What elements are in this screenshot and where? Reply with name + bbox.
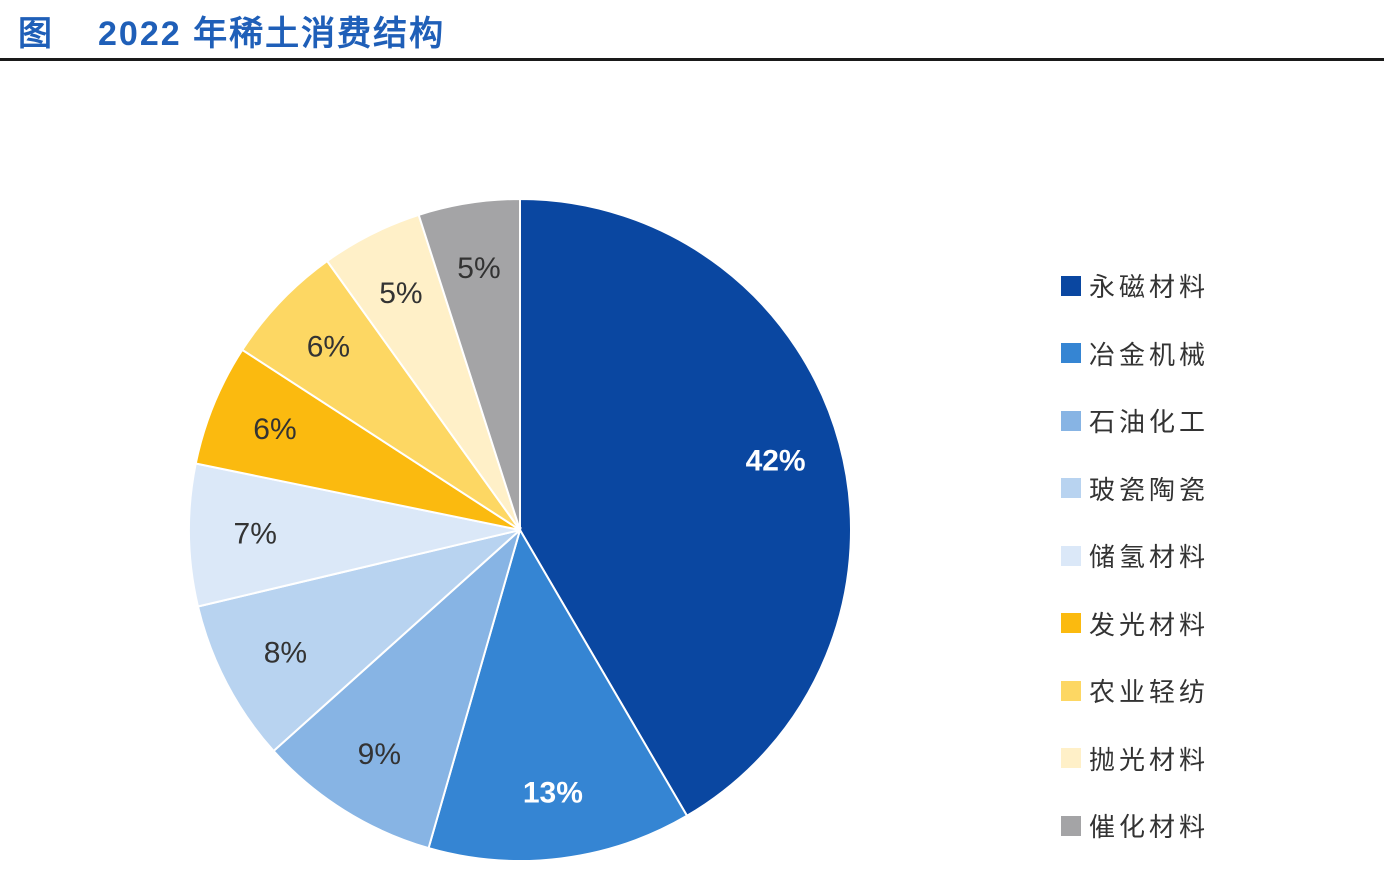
- legend-item-2: 冶金机械: [1061, 320, 1261, 388]
- pie-labels: 42% 13% 9% 8% 7% 6% 6% 5% 5%: [234, 252, 806, 809]
- figure-label: 图: [18, 15, 52, 53]
- pie-slice-6: [194, 348, 521, 531]
- pie-data-label-6: 6%: [253, 413, 296, 446]
- pie-data-label-9: 5%: [457, 252, 500, 285]
- pie-data-label-7: 6%: [307, 331, 350, 364]
- legend-item-4: 玻瓷陶瓷: [1061, 455, 1261, 523]
- legend-label: 催化材料: [1089, 813, 1210, 844]
- legend-label: 储氢材料: [1089, 543, 1210, 574]
- pie-data-label-8: 5%: [379, 277, 422, 310]
- legend-swatch: [1061, 748, 1081, 769]
- figure-header: 图 2022 年稀土消费结构: [0, 0, 1384, 58]
- legend-label: 石油化工: [1089, 408, 1210, 439]
- legend-item-5: 储氢材料: [1061, 522, 1261, 590]
- legend-item-1: 永磁材料: [1061, 252, 1261, 320]
- pie-slices: [188, 197, 852, 862]
- pie-slice-3: [272, 526, 522, 850]
- legend-item-3: 石油化工: [1061, 387, 1261, 455]
- legend-label: 抛光材料: [1089, 745, 1210, 776]
- legend-label: 永磁材料: [1089, 273, 1210, 304]
- legend-swatch: [1061, 613, 1081, 634]
- legend-label: 冶金机械: [1089, 340, 1210, 371]
- pie-slice-7: [240, 259, 521, 531]
- pie-data-label-3: 9%: [358, 738, 401, 771]
- figure-title: 2022 年稀土消费结构: [98, 15, 446, 53]
- pie-slice-2: [427, 527, 689, 862]
- legend-label: 农业轻纺: [1089, 678, 1210, 709]
- legend-label: 发光材料: [1089, 610, 1210, 641]
- legend-item-8: 抛光材料: [1061, 725, 1261, 793]
- pie-slice-5: [188, 462, 521, 608]
- legend-swatch: [1061, 680, 1081, 701]
- legend-item-9: 催化材料: [1061, 792, 1261, 860]
- pie-slice-9: [417, 197, 521, 531]
- legend-item-7: 农业轻纺: [1061, 657, 1261, 725]
- legend-swatch: [1061, 545, 1081, 566]
- pie-data-label-4: 8%: [264, 636, 307, 669]
- pie-data-label-1: 42%: [746, 444, 806, 477]
- chart-legend: 永磁材料冶金机械石油化工玻瓷陶瓷储氢材料发光材料农业轻纺抛光材料催化材料: [1061, 252, 1261, 860]
- legend-label: 玻瓷陶瓷: [1089, 475, 1210, 506]
- legend-swatch: [1061, 275, 1081, 296]
- legend-item-6: 发光材料: [1061, 590, 1261, 658]
- header-divider: [0, 58, 1384, 61]
- legend-swatch: [1061, 410, 1081, 431]
- pie-data-label-5: 7%: [234, 518, 277, 551]
- legend-swatch: [1061, 343, 1081, 364]
- pie-slice-1: [519, 197, 852, 818]
- pie-data-label-2: 13%: [523, 776, 583, 809]
- legend-swatch: [1061, 815, 1081, 836]
- pie-slice-4: [196, 529, 521, 753]
- legend-swatch: [1061, 478, 1081, 499]
